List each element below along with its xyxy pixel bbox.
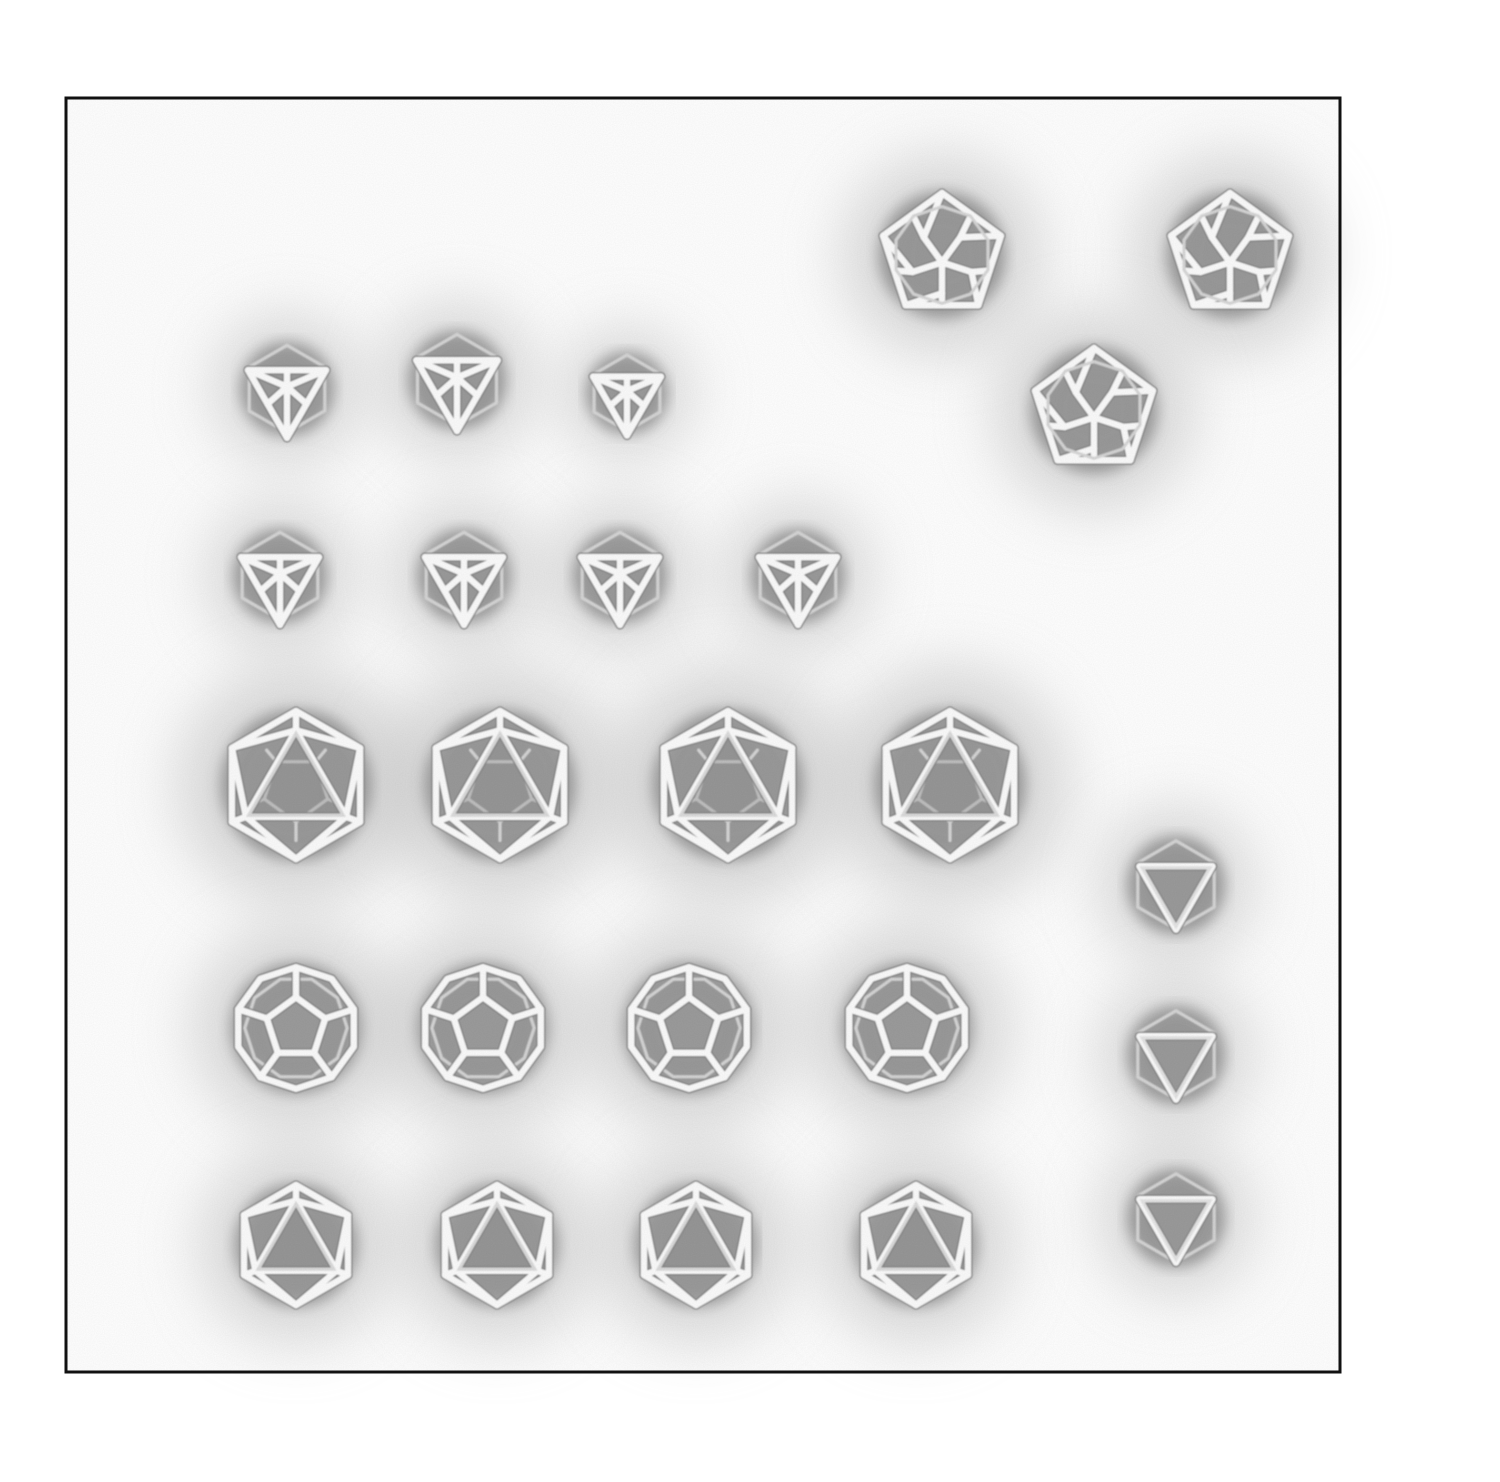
sample-frame bbox=[64, 96, 1342, 1374]
grain-overlay bbox=[66, 98, 1340, 1372]
